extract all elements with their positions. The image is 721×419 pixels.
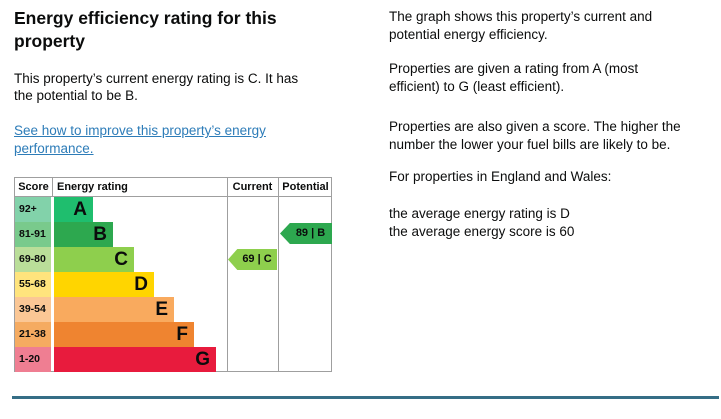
band-bar-c: C <box>54 247 134 272</box>
band-score-range: 39-54 <box>15 297 51 322</box>
band-score-range: 69-80 <box>15 247 51 272</box>
band-row-c: 69-80 C <box>15 247 227 272</box>
band-bar-f: F <box>54 322 194 347</box>
rating-bands: 92+ A 81-91 B 69-80 C 55-68 D 39-54 E 21-38 F 1-20 G <box>15 197 227 372</box>
graph-explainer-text: The graph shows this property’s current … <box>389 9 653 42</box>
graph-header-row: Score Energy rating Current Potential <box>15 178 331 197</box>
band-score-range: 92+ <box>15 197 51 222</box>
potential-rating-marker: 89 | B <box>280 223 332 244</box>
score-column-divider <box>52 178 53 197</box>
band-row-d: 55-68 D <box>15 272 227 297</box>
score-column-header: Score <box>18 181 49 193</box>
england-wales-intro-text: For properties in England and Wales: <box>389 169 612 184</box>
energy-rating-graph: Score Energy rating Current Potential 92… <box>14 177 332 372</box>
current-rating-marker: 69 | C <box>228 249 277 270</box>
current-rating-summary: This property’s current energy rating is… <box>14 71 299 103</box>
potential-column-header: Potential <box>282 181 329 193</box>
band-bar-g: G <box>54 347 216 372</box>
section-divider <box>12 396 719 399</box>
band-score-range: 55-68 <box>15 272 51 297</box>
band-row-b: 81-91 B <box>15 222 227 247</box>
page-title: Energy efficiency rating for this proper… <box>14 8 277 51</box>
band-row-g: 1-20 G <box>15 347 227 372</box>
rating-scale-text: Properties are given a rating from A (mo… <box>389 61 639 94</box>
band-bar-a: A <box>54 197 93 222</box>
band-row-f: 21-38 F <box>15 322 227 347</box>
band-score-range: 81-91 <box>15 222 51 247</box>
current-column-header: Current <box>232 181 273 193</box>
score-explainer-text: Properties are also given a score. The h… <box>389 119 681 152</box>
band-bar-d: D <box>54 272 154 297</box>
band-score-range: 21-38 <box>15 322 51 347</box>
band-row-a: 92+ A <box>15 197 227 222</box>
band-row-e: 39-54 E <box>15 297 227 322</box>
band-bar-b: B <box>54 222 113 247</box>
energy-rating-column-header: Energy rating <box>57 181 128 193</box>
band-bar-e: E <box>54 297 174 322</box>
current-column-divider <box>227 178 228 371</box>
improve-energy-performance-link[interactable]: See how to improve this property’s energ… <box>14 123 266 156</box>
band-score-range: 1-20 <box>15 347 51 372</box>
potential-column-divider <box>278 178 279 371</box>
average-rating-text: the average energy rating is D the avera… <box>389 206 575 239</box>
